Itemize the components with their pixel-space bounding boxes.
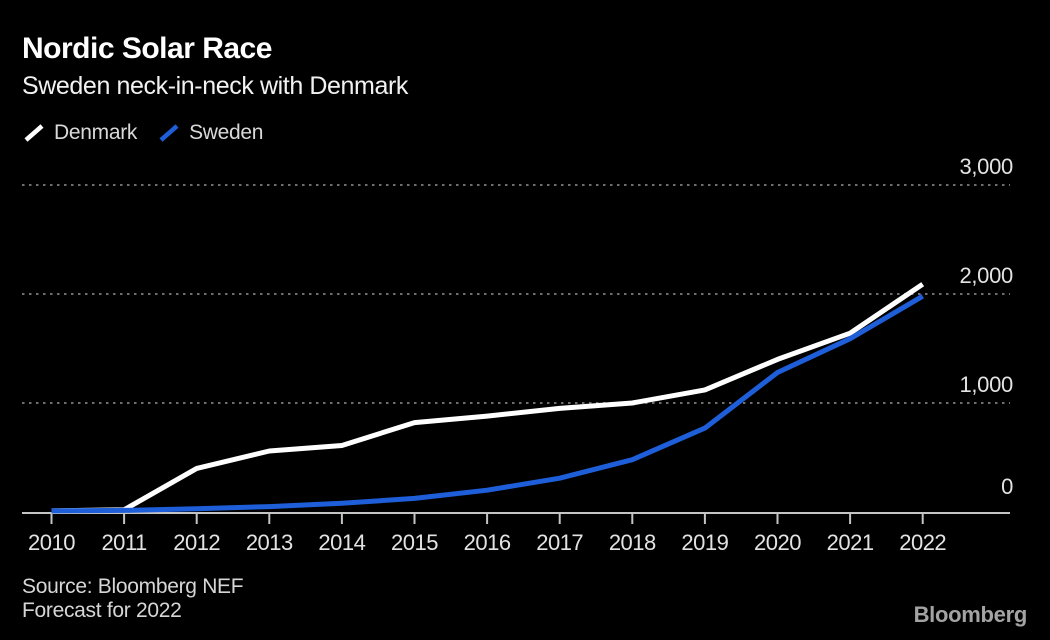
x-tick-label-2019: 2019 — [681, 530, 728, 555]
x-tick-label-2018: 2018 — [609, 530, 656, 555]
sweden-line-swatch-icon — [159, 124, 179, 142]
y-tick-label-2000: 2,000 — [959, 263, 1013, 288]
x-tick-label-2011: 2011 — [101, 530, 147, 555]
legend-item-denmark: Denmark — [22, 121, 137, 145]
page-title: Nordic Solar Race — [22, 32, 272, 65]
series-line-denmark — [51, 282, 925, 514]
x-tick-label-2012: 2012 — [173, 530, 220, 555]
page-subtitle: Sweden neck-in-neck with Denmark — [22, 72, 408, 100]
source-note: Source: Bloomberg NEF Forecast for 2022 — [22, 575, 244, 623]
bloomberg-logo: Bloomberg — [913, 602, 1028, 627]
y-tick-label-3000: 3,000 — [959, 154, 1013, 179]
x-tick-label-2020: 2020 — [754, 530, 801, 555]
x-tick-label-2022: 2022 — [899, 530, 946, 555]
x-tick-label-2013: 2013 — [246, 530, 293, 555]
denmark-line-swatch-icon — [24, 124, 44, 142]
legend-label-sweden: Sweden — [189, 121, 264, 144]
chart-legend: Denmark Sweden — [22, 121, 263, 145]
forecast-note: Forecast for 2022 — [22, 599, 182, 622]
x-tick-label-2021: 2021 — [827, 530, 874, 555]
x-tick-label-2015: 2015 — [391, 530, 438, 555]
y-tick-label-0: 0 — [1001, 474, 1013, 499]
legend-item-sweden: Sweden — [157, 121, 263, 145]
y-tick-label-1000: 1,000 — [959, 372, 1013, 397]
x-tick-label-2017: 2017 — [536, 530, 583, 555]
series-line-sweden — [51, 294, 924, 514]
x-tick-label-2016: 2016 — [464, 530, 511, 555]
x-tick-label-2014: 2014 — [318, 530, 365, 555]
legend-label-denmark: Denmark — [54, 121, 138, 144]
x-tick-label-2010: 2010 — [28, 530, 75, 555]
source-line: Source: Bloomberg NEF — [22, 575, 244, 598]
